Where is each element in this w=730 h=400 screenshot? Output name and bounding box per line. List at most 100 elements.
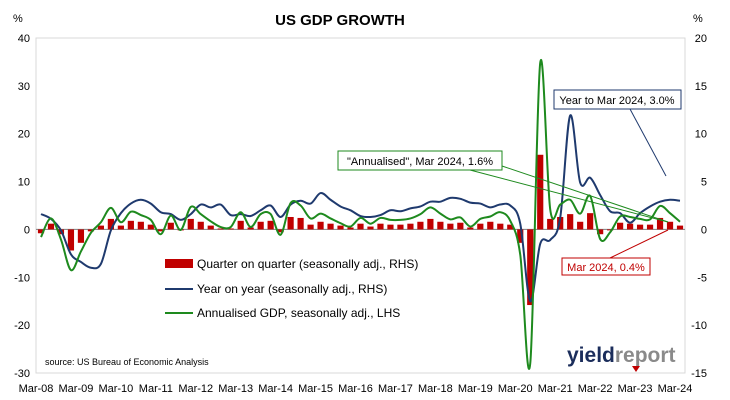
callout-annualised: "Annualised", Mar 2024, 1.6% <box>337 150 669 223</box>
qoq-bar <box>47 223 55 230</box>
x-tick-label: Mar-13 <box>218 383 253 395</box>
qoq-bar <box>656 217 664 230</box>
right-tick-label: 20 <box>695 33 707 45</box>
qoq-bar <box>617 222 624 230</box>
plot-area <box>35 37 686 374</box>
qoq-bar <box>257 221 264 230</box>
qoq-bar <box>67 229 75 251</box>
qoq-bar <box>646 224 654 230</box>
qoq-bar <box>367 226 374 230</box>
qoq-bar <box>597 229 604 235</box>
qoq-bar <box>127 220 134 230</box>
x-tick-label: Mar-12 <box>178 383 213 395</box>
callout-qoq: Mar 2024, 0.4% <box>561 229 669 276</box>
qoq-bar <box>297 217 304 230</box>
qoq-bar <box>237 220 244 230</box>
left-tick-label: 0 <box>24 224 30 236</box>
qoq-bar <box>307 224 314 230</box>
qoq-bar <box>587 213 594 230</box>
callout-yoy-leader <box>629 108 667 177</box>
qoq-bar <box>167 222 174 230</box>
qoq-bar <box>387 224 394 230</box>
right-tick-label: 0 <box>701 224 707 236</box>
qoq-bar <box>676 225 684 230</box>
logo-part-report: report <box>615 344 676 367</box>
qoq-bar <box>327 223 334 230</box>
qoq-bar <box>317 221 324 230</box>
qoq-bar <box>457 222 464 230</box>
series-lines <box>40 58 681 370</box>
qoq-bar <box>377 223 384 230</box>
qoq-bar <box>357 223 364 230</box>
qoq-bar <box>277 229 284 233</box>
left-tick-label: 10 <box>18 177 30 189</box>
callout-yoy-text: Year to Mar 2024, 3.0% <box>559 95 674 107</box>
left-tick-label: 30 <box>18 81 30 93</box>
callout-qoq-text: Mar 2024, 0.4% <box>567 262 645 274</box>
yoy-line <box>40 114 681 303</box>
qoq-bar <box>157 229 164 232</box>
qoq-bar <box>197 221 204 230</box>
left-tick-label: -20 <box>14 320 30 332</box>
legend-label-qoq: Quarter on quarter (seasonally adj., RHS… <box>197 257 418 271</box>
qoq-bar <box>137 221 144 230</box>
qoq-bar <box>337 225 344 230</box>
chart-title: US GDP GROWTH <box>275 12 405 29</box>
x-tick-label: Mar-19 <box>458 383 493 395</box>
qoq-bar <box>87 229 95 232</box>
legend-swatch-qoq <box>165 259 193 268</box>
callout-qoq-leader <box>609 229 669 259</box>
callout-annualised-leader <box>469 169 669 223</box>
x-tick-label: Mar-23 <box>618 383 653 395</box>
legend-label-yoy: Year on year (seasonally adj., RHS) <box>197 282 387 296</box>
qoq-bar <box>666 221 674 230</box>
qoq-bar <box>97 225 104 230</box>
annualised-line <box>40 58 681 370</box>
yieldreport-logo: yieldreport <box>567 344 676 372</box>
callout-qoq-box <box>561 257 651 276</box>
x-tick-label: Mar-09 <box>59 383 94 395</box>
legend: Quarter on quarter (seasonally adj., RHS… <box>165 257 418 320</box>
qoq-bar <box>187 218 194 230</box>
qoq-bar <box>267 220 274 230</box>
right-tick-label: 10 <box>695 129 707 141</box>
qoq-bar <box>207 225 214 230</box>
x-tick-label: Mar-16 <box>338 383 373 395</box>
x-tick-label: Mar-17 <box>378 383 413 395</box>
left-tick-label: -30 <box>14 368 30 380</box>
qoq-bar <box>107 218 114 230</box>
qoq-bar <box>397 224 404 230</box>
qoq-bar <box>497 223 504 230</box>
x-tick-label: Mar-15 <box>298 383 333 395</box>
qoq-bar <box>447 223 454 230</box>
left-axis-unit: % <box>13 13 23 25</box>
callout-annualised-text: "Annualised", Mar 2024, 1.6% <box>347 156 493 168</box>
x-tick-label: Mar-14 <box>258 383 293 395</box>
qoq-bar <box>547 218 554 230</box>
source-note: source: US Bureau of Economic Analysis <box>45 357 209 367</box>
qoq-bar <box>517 229 524 243</box>
qoq-bars <box>37 154 684 306</box>
x-tick-label: Mar-18 <box>418 383 453 395</box>
qoq-bar <box>217 228 224 230</box>
qoq-bar <box>537 154 544 230</box>
qoq-bar <box>527 229 534 306</box>
right-tick-label: 5 <box>701 177 707 189</box>
callout-annualised-leader-2 <box>501 165 669 223</box>
qoq-bar <box>577 221 584 230</box>
left-tick-label: 40 <box>18 33 30 45</box>
qoq-bar <box>437 221 444 230</box>
left-tick-label: 20 <box>18 129 30 141</box>
x-tick-label: Mar-20 <box>498 383 533 395</box>
logo-part-yield: yield <box>567 344 615 367</box>
callout-yoy-box <box>553 89 682 110</box>
qoq-bar <box>147 224 154 230</box>
qoq-bar <box>77 229 85 243</box>
qoq-bar <box>507 224 514 230</box>
right-tick-label: -5 <box>697 272 707 284</box>
x-tick-label: Mar-10 <box>98 383 133 395</box>
callout-yoy: Year to Mar 2024, 3.0% <box>553 89 682 177</box>
x-tick-label: Mar-21 <box>538 383 573 395</box>
qoq-bar <box>487 221 494 230</box>
